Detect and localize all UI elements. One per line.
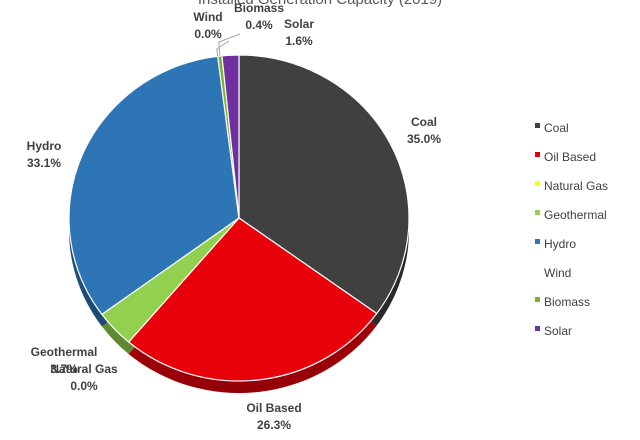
label-category-coal: Coal [411, 115, 437, 129]
legend-label-biomass: Biomass [544, 295, 590, 309]
chart-title: Installed Generation Capacity (2019) [0, 0, 640, 8]
leader-line-biomass [218, 33, 241, 57]
slice-solar [221, 54, 240, 219]
label-category-solar: Solar [284, 17, 314, 31]
label-value-geothermal: 3.7% [50, 362, 78, 376]
label-value-biomass: 0.4% [245, 18, 273, 32]
legend-swatch-wind [535, 268, 540, 273]
label-value-oil-based: 26.3% [257, 418, 291, 432]
leader-line-wind [216, 40, 230, 57]
legend-swatch-solar [535, 326, 540, 331]
legend-label-geothermal: Geothermal [544, 208, 607, 222]
slice-oil-based [127, 217, 378, 382]
label-value-wind: 0.0% [194, 27, 222, 41]
label-category-hydro: Hydro [27, 139, 62, 153]
leader-lines [216, 33, 241, 57]
slice-hydro [68, 55, 240, 316]
pie-slices [68, 54, 410, 382]
label-category-oil-based: Oil Based [246, 401, 301, 415]
legend-label-hydro: Hydro [544, 237, 576, 251]
legend-swatch-natural-gas [535, 181, 540, 186]
legend-swatch-oil-based [535, 152, 540, 157]
legend-swatch-geothermal [535, 210, 540, 215]
legend-swatch-hydro [535, 239, 540, 244]
label-category-wind: Wind [193, 10, 222, 24]
legend-swatch-biomass [535, 297, 540, 302]
label-value-natural-gas: 0.0% [70, 379, 98, 393]
slice-coal [238, 54, 410, 315]
label-value-solar: 1.6% [285, 34, 313, 48]
label-category-biomass: Biomass [234, 1, 284, 15]
legend-label-wind: Wind [544, 266, 571, 280]
slice-labels: Coal 35.0% Oil Based 26.3% Natural Gas 0.0% Ge… [27, 1, 442, 432]
label-category-natural-gas: Natural Gas [50, 362, 118, 376]
legend-label-coal: Coal [544, 121, 569, 135]
label-value-coal: 35.0% [407, 132, 441, 146]
label-category-geothermal: Geothermal [31, 345, 98, 359]
legend: Coal Oil Based Natural Gas Geothermal Hydro W… [535, 121, 608, 338]
legend-label-solar: Solar [544, 324, 572, 338]
label-value-hydro: 33.1% [27, 156, 61, 170]
legend-label-natural-gas: Natural Gas [544, 179, 608, 193]
legend-swatch-coal [535, 123, 540, 128]
legend-label-oil-based: Oil Based [544, 150, 596, 164]
